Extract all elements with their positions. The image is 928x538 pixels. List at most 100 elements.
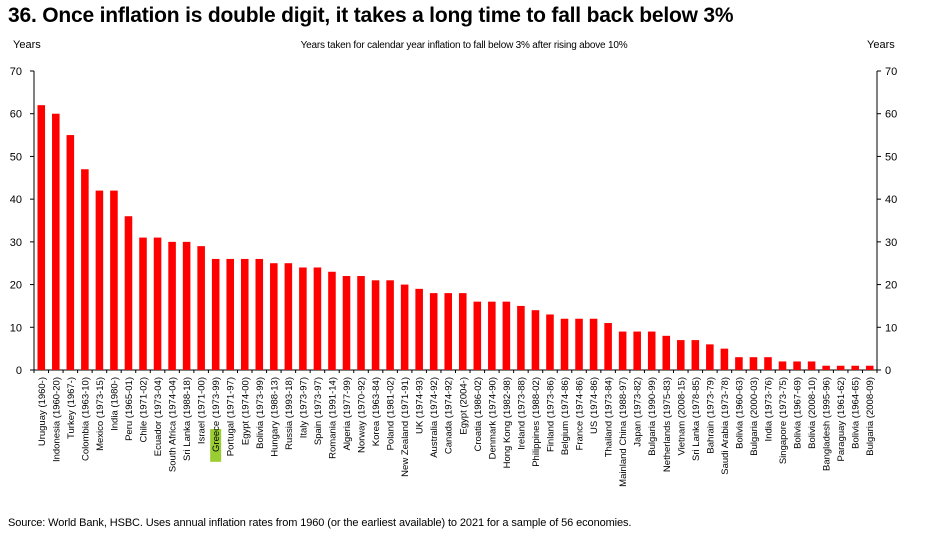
y-tick-label-right: 0 [885,365,891,377]
category-label: Colombia (1963-10) [80,377,91,461]
bar [52,113,60,370]
bar [662,335,671,370]
bar [706,344,714,370]
bar [139,237,147,370]
bar [473,301,482,370]
category-label: Bulgaria (2000-03) [749,377,760,456]
bar [560,318,569,370]
y-tick-label-left: 0 [16,365,22,377]
category-label: US (1974-86) [589,377,600,434]
category-label: Sri Lanka (1988-18) [182,377,193,461]
bar [255,258,264,370]
category-label: Sri Lanka (1978-85) [691,377,702,461]
y-tick-label-left: 10 [10,322,22,334]
category-label: Chile (1971-02) [139,377,150,442]
y-tick-label-right: 30 [885,237,897,249]
bar [153,237,162,370]
category-label: Japan (1973-82) [633,377,644,447]
bar [575,318,583,370]
bar [488,301,496,370]
category-label: Russia (1993-18) [284,377,295,450]
y-tick-label-left: 30 [10,237,22,249]
category-label: Thailand (1973-84) [604,377,615,457]
chart-subtitle: Years taken for calendar year inflation … [300,40,628,51]
category-label: Bulgaria (2008-09) [865,377,876,456]
bar [182,241,191,370]
right-axis-unit-label: Years [867,39,895,51]
category-label: Greece (1973-99) [211,377,222,452]
bar [807,361,816,370]
bar [458,293,467,370]
bar [81,169,89,370]
category-label: South Africa (1974-04) [168,377,179,472]
bar [95,190,104,370]
category-label: Bulgaria (1990-99) [647,377,658,456]
bar [197,246,205,370]
bar [371,280,380,370]
bar [647,331,656,370]
y-tick-label-left: 40 [10,194,22,206]
bar [168,241,176,370]
bar [211,258,220,370]
category-label: Bangladesh (1995-96) [822,377,833,471]
bar [502,301,511,370]
bar [618,331,627,370]
bar [284,263,293,370]
bar [444,293,453,370]
category-label: Norway (1970-92) [357,377,368,453]
category-label: Croatia (1986-02) [473,377,484,451]
bar [328,271,336,370]
category-label: Bolivia (1960-63) [734,377,745,449]
bar [822,365,830,370]
y-tick-label-left: 20 [10,280,22,292]
bar [342,276,351,370]
category-label: Indonesia (1960-20) [51,377,62,462]
bar [633,331,641,370]
category-label: Poland (1981-02) [386,377,397,450]
bar [546,314,554,370]
category-label: Ireland (1973-88) [516,377,527,450]
category-label: Bahrain (1973-79) [705,377,716,454]
bar [720,348,729,370]
category-label: Singapore (1973-75) [778,377,789,464]
category-label: Ecuador (1973-04) [153,377,164,456]
category-label: Australia (1974-92) [429,377,440,458]
category-label: Paraguay (1961-62) [836,377,847,462]
category-label: Mexico (1973-15) [95,377,106,451]
bar [589,318,598,370]
bar [764,357,772,370]
bar [357,276,365,370]
category-label: Uruguay (1960-) [37,377,48,446]
category-label: Algeria (1977-99) [342,377,353,450]
bar [226,258,234,370]
y-tick-label-right: 40 [885,194,897,206]
category-label: Egypt (1974-00) [240,377,251,445]
category-highlight [210,429,222,462]
bar [793,361,801,370]
category-label: Netherlands (1975-83) [662,377,673,472]
category-label: Turkey (1967-) [66,377,77,439]
category-label: Belgium (1974-86) [560,377,571,455]
bar [37,105,46,371]
chart-title: 36. Once inflation is double digit, it t… [8,4,734,27]
category-label: Romania (1991-14) [327,377,338,459]
y-tick-label-right: 20 [885,280,897,292]
bar [270,263,278,370]
bar [735,357,743,370]
bar [386,280,394,370]
bar [66,135,75,370]
left-axis-unit-label: Years [13,39,41,51]
category-label: Canada (1974-92) [444,377,455,454]
category-label: Israel (1971-00) [197,377,208,444]
bar [124,216,133,370]
category-label: Korea (1963-84) [371,377,382,446]
bar [851,365,859,370]
category-label: Egypt (2004-) [458,377,469,435]
category-label: Bolivia (1964-65) [851,377,862,449]
bar [400,284,409,370]
category-label: Hong Kong (1982-98) [502,377,513,468]
bar [415,288,423,370]
bar [240,258,249,370]
category-label: Portugal (1971-97) [226,377,237,456]
